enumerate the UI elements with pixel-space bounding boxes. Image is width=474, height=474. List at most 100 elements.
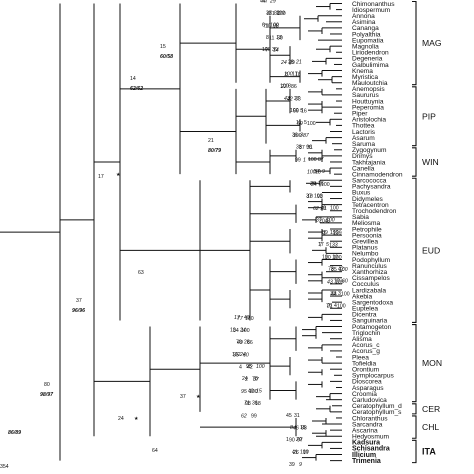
taxon-label: Ranunculus [352,263,388,270]
taxon-label: Akebia [352,293,372,300]
support-value: 38 [296,145,302,151]
taxon-label: Piper [352,111,368,118]
taxon-label: Persoonia [352,232,382,239]
clade-label: CHL [422,422,439,432]
support-value: 49 [237,340,243,346]
support-value: 7 [319,243,322,249]
support-value: 77 [237,316,244,322]
node-label: 86/89 [8,430,21,436]
support-value: 10 [265,23,271,29]
support-value: 37 [306,193,312,199]
support-value: 18 [315,170,321,176]
support-value: 1 [303,157,306,163]
support-value: 97 [297,438,303,444]
support-value: 100 [307,121,316,127]
support-value: 46 [293,426,299,432]
taxon-label: Podophyllum [352,257,391,264]
taxon-label: Pachysandra [352,184,391,191]
taxon-label: Didymeles [352,196,383,203]
taxon-label: Schisandra [352,446,390,453]
support-value: 76 [326,303,332,309]
taxon-label: Buxus [352,190,371,197]
taxon-label: Saruma [352,141,375,148]
support-value: 100 [245,316,254,322]
node-label: 24 [118,416,124,422]
taxon-label: Saururus [352,92,379,99]
support-value: 31 [269,11,275,17]
clade-label: MAG [422,38,442,48]
taxon-label: Trimenia [352,458,381,465]
support-value: 24 [242,376,248,382]
support-value: 4 [334,303,337,309]
support-value: 29 [289,60,295,66]
taxon-label: Lactoris [352,129,376,136]
taxon-label: Drimys [352,153,373,160]
support-value: 39 [272,47,278,53]
support-value: 100 [341,291,350,297]
node-labels: 15 60/58 14 62/62 21 80/79 17 63 37 96/96 80 98/97 8… [0,44,221,470]
support-value: 7 [265,48,268,54]
support-value: 3 [338,291,341,297]
support-value: 98 [245,401,251,407]
support-value: 109 [335,279,344,285]
taxon-label: Illicium [352,452,376,459]
support-value: 41 [292,449,298,455]
node-label: 17 [98,174,104,180]
clade-label: MON [422,358,442,368]
support-value: 19 [320,206,326,212]
taxon-label: Ceratophyllum_d [352,403,402,410]
support-value: 4 [239,365,242,371]
support-value: 15 [256,388,262,394]
taxon-label: Takhtajania [352,159,386,166]
support-value: 47 [262,0,268,4]
support-value: 40 [248,388,254,394]
support-value: 17 [292,71,298,77]
clade-bracket [412,323,417,403]
support-value: 62 [313,206,319,212]
taxon-label: Trochodendron [352,208,397,215]
support-value: 8 [266,35,269,41]
support-value: 70 [236,340,242,346]
support-value: 13 [276,35,282,41]
clade-bracket [412,147,417,177]
support-value: 36 [292,132,298,138]
support-value: 9 [322,169,325,175]
support-value: 30 [277,35,283,41]
support-value: 18 [307,194,313,200]
clade-bracket [412,439,417,464]
taxon-label: Chloranthus [352,415,388,422]
support-value: 1 [323,231,326,237]
support-value: 39 [289,462,295,468]
support-value: 24 [280,60,287,66]
taxon-label: Nelumbo [352,251,379,258]
support-value: 88 [301,426,307,432]
support-value: 82 [274,10,280,16]
support-value: 100 [326,218,335,224]
taxon-label: Liriodendron [352,50,389,57]
support-value: 16 [318,181,324,187]
taxon-label: Sabia [352,214,369,221]
support-value: 43 [327,279,333,285]
taxon-label: Chimonanthus [352,1,395,8]
support-value: 100 [280,84,289,90]
taxon-label: Petrophile [352,226,382,233]
node-label: 96/96 [72,308,85,314]
taxon-label: Annona [352,13,375,20]
taxon-label: Cinnamodendron [352,171,403,178]
support-value: 5 [326,242,329,248]
support-value: 89 [322,230,328,236]
support-value: 28 [288,59,294,65]
node-label: 63 [138,270,144,276]
node-label: 21 [208,138,214,144]
support-value: 29 [269,0,276,4]
taxon-label: Canella [352,165,375,172]
support-value: 57 [314,169,320,175]
taxon-label: Carludovica [352,397,387,404]
taxon-label: Dicentra [352,312,377,319]
taxon-label: Zygogynum [352,147,387,154]
support-value: 22 [280,84,287,90]
support-value: 29 [295,437,302,443]
support-value: 15 [300,425,306,431]
